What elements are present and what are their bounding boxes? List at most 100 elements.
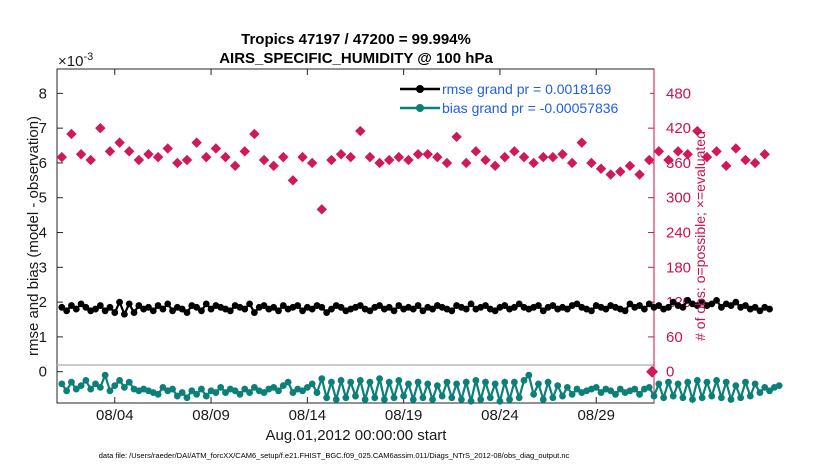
rmse-point [539, 307, 547, 315]
rmse-point [640, 305, 648, 313]
rmse-point [376, 302, 383, 309]
bias-point [448, 394, 456, 402]
obs-evaluated-point [268, 160, 279, 172]
bias-point [458, 396, 465, 403]
bias-point [178, 389, 186, 396]
obs-evaluated-point [653, 146, 665, 157]
bias-point [241, 385, 249, 393]
obs-evaluated-point [557, 149, 568, 160]
rmse-point [645, 300, 653, 308]
rmse-point [727, 302, 735, 309]
bias-point [655, 380, 663, 388]
y-right-tick-label: 180 [666, 259, 691, 276]
obs-evaluated-point [374, 157, 385, 169]
bias-point [82, 376, 90, 384]
y-left-tick-label: 6 [39, 155, 47, 172]
obs-series [56, 122, 770, 215]
obs-evaluated-point [355, 125, 366, 137]
obs-evaluated-point [229, 160, 241, 172]
y-axis-left: 0 1 2 3 4 5 6 7 8 [39, 85, 63, 381]
bias-point [87, 385, 95, 393]
y-left-tick-label: 8 [39, 85, 47, 102]
obs-evaluated-point [615, 166, 626, 177]
obs-evaluated-point [56, 151, 68, 163]
obs-evaluated-point [191, 137, 202, 148]
bias-point [698, 394, 706, 402]
bias-point [544, 378, 552, 386]
rmse-point [491, 307, 499, 315]
bias-point [491, 380, 499, 388]
obs-evaluated-point [586, 157, 597, 169]
obs-evaluated-point [316, 204, 328, 215]
obs-evaluated-point [95, 122, 106, 134]
rmse-point [366, 307, 374, 315]
obs-evaluated-point [75, 149, 87, 160]
rmse-point [563, 305, 571, 313]
y-right-tick-label: 420 [666, 120, 691, 137]
bias-point [636, 390, 643, 398]
rmse-point [588, 307, 595, 315]
rmse-point [693, 302, 701, 309]
rmse-point [621, 307, 629, 315]
footnote: data file: /Users/raeder/DAI/ATM_forcXX/… [99, 451, 570, 460]
bias-point [510, 378, 518, 386]
rmse-point [260, 302, 268, 309]
bias-point [212, 389, 220, 396]
y-left-tick-label: 0 [39, 364, 47, 381]
y-left-tick-label: 3 [39, 259, 47, 276]
bias-point [467, 397, 475, 405]
bias-point [188, 387, 196, 395]
bias-point [198, 385, 205, 393]
bias-point [535, 380, 542, 388]
x-tick-label: 08/14 [289, 407, 327, 424]
y-right-tick-label: 480 [666, 85, 691, 102]
rmse-point [766, 305, 773, 313]
rmse-point [713, 296, 720, 304]
obs-evaluated-point [624, 160, 636, 172]
rmse-point [414, 302, 422, 309]
bias-point [116, 376, 123, 384]
bias-point [202, 392, 210, 400]
obs-evaluated-point [740, 154, 751, 166]
y-left-tick-label: 5 [39, 190, 47, 207]
legend-box [396, 76, 650, 116]
bias-point [424, 380, 432, 388]
rmse-point [198, 307, 205, 315]
obs-evaluated-point [297, 151, 308, 163]
rmse-point [82, 303, 90, 311]
bias-point [236, 390, 244, 398]
bias-point [472, 376, 480, 384]
rmse-point [448, 307, 456, 315]
rmse-point [462, 305, 470, 313]
rmse-point [193, 303, 201, 311]
obs-evaluated-point [643, 154, 655, 166]
rmse-point [92, 305, 99, 313]
legend-bias-label: bias grand pr = -0.00057836 [442, 100, 619, 116]
obs-evaluated-point [470, 146, 482, 157]
bias-point [328, 378, 335, 386]
obs-evaluated-point [210, 143, 222, 154]
bias-point [92, 380, 99, 388]
rmse-point [756, 307, 764, 315]
bias-point [718, 394, 725, 402]
obs-evaluated-point [499, 151, 510, 163]
obs-evaluated-point [461, 157, 472, 169]
bias-point [631, 385, 639, 393]
rmse-point [130, 309, 138, 316]
bias-point [371, 394, 379, 402]
bias-point [746, 392, 754, 400]
rmse-point [409, 305, 417, 313]
obs-evaluated-point [489, 160, 501, 172]
bias-point [400, 392, 408, 400]
bias-point [231, 387, 239, 395]
obs-evaluated-point [721, 160, 732, 172]
obs-evaluated-point [509, 146, 520, 157]
bias-point [193, 390, 201, 398]
rmse-point [655, 302, 663, 309]
rmse-point [154, 302, 162, 309]
rmse-point [395, 302, 403, 309]
rmse-point [708, 300, 716, 308]
bias-point [612, 390, 619, 398]
obs-evaluated-point [66, 128, 77, 140]
obs-evaluated-point [663, 154, 674, 166]
